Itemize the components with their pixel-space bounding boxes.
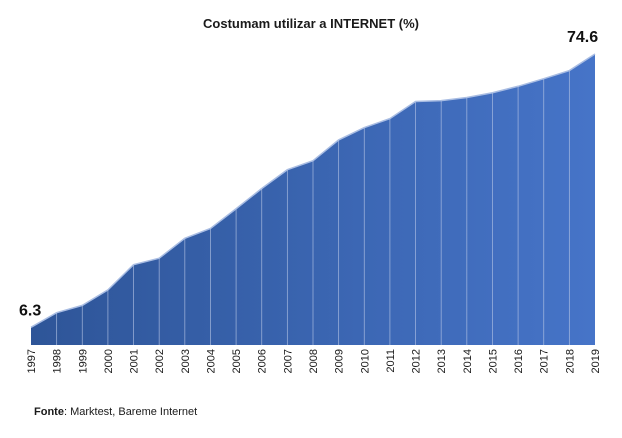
- x-tick-2000: 2000: [103, 349, 115, 373]
- x-tick-2009: 2009: [334, 349, 346, 373]
- x-tick-1999: 1999: [77, 349, 89, 373]
- x-tick-1998: 1998: [52, 349, 64, 373]
- divider-layer: [56, 70, 570, 345]
- x-tick-2019: 2019: [590, 349, 602, 373]
- x-axis-tick-labels: 1997 1998 1999 2000 2001 2002 2003 2004 2005 2006…: [26, 349, 602, 373]
- data-label-2019: 74.6: [567, 29, 598, 46]
- x-tick-2003: 2003: [180, 349, 192, 373]
- source-note: Fonte: Marktest, Bareme Internet: [34, 406, 197, 418]
- x-tick-2017: 2017: [539, 349, 551, 373]
- x-tick-2006: 2006: [257, 349, 269, 373]
- x-tick-2018: 2018: [564, 349, 576, 373]
- x-tick-2015: 2015: [487, 349, 499, 373]
- x-tick-2016: 2016: [513, 349, 525, 373]
- data-label-layer: 6.3 74.6: [19, 29, 598, 319]
- data-label-1997: 6.3: [19, 302, 41, 319]
- x-tick-2010: 2010: [359, 349, 371, 373]
- x-tick-1997: 1997: [26, 349, 38, 373]
- x-tick-2011: 2011: [385, 349, 397, 373]
- source-text: : Marktest, Bareme Internet: [63, 406, 198, 418]
- x-tick-2002: 2002: [154, 349, 166, 373]
- x-tick-2004: 2004: [205, 349, 217, 373]
- x-tick-2014: 2014: [462, 349, 474, 373]
- x-tick-2012: 2012: [411, 349, 423, 373]
- source-label: Fonte: [34, 406, 64, 418]
- x-tick-2008: 2008: [308, 349, 320, 373]
- x-tick-2001: 2001: [129, 349, 141, 373]
- x-tick-2007: 2007: [282, 349, 294, 373]
- chart-title: Costumam utilizar a INTERNET (%): [203, 16, 419, 31]
- x-tick-2005: 2005: [231, 349, 243, 373]
- x-tick-2013: 2013: [436, 349, 448, 373]
